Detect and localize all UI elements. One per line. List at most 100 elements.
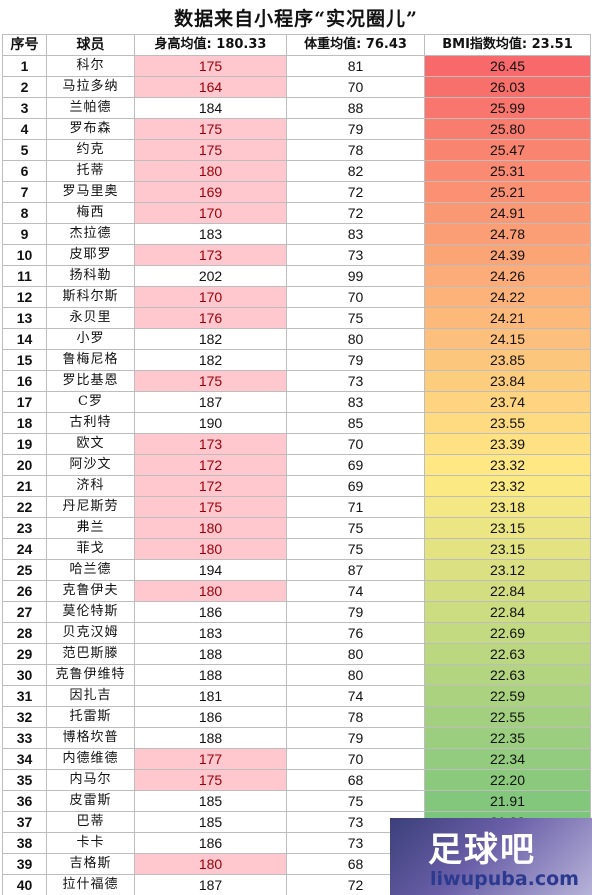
cell-index: 37 xyxy=(2,811,47,833)
cell-height: 188 xyxy=(134,664,287,686)
cell-player-name: 马拉多纳 xyxy=(46,76,135,98)
cell-weight: 75 xyxy=(286,790,425,812)
table-row: 20 阿沙文 172 69 23.32 xyxy=(2,454,591,476)
cell-bmi: 22.63 xyxy=(424,643,591,665)
table-row: 21 济科 172 69 23.32 xyxy=(2,475,591,497)
cell-player-name: 内德维德 xyxy=(46,748,135,770)
cell-player-name: 梅西 xyxy=(46,202,135,224)
header-row: 序号 球员 身高均值: 180.33 体重均值: 76.43 BMI指数均值: … xyxy=(2,34,591,56)
cell-weight: 71 xyxy=(286,496,425,518)
table-row: 22 丹尼斯劳 175 71 23.18 xyxy=(2,496,591,518)
cell-index: 35 xyxy=(2,769,47,791)
table-row: 6 托蒂 180 82 25.31 xyxy=(2,160,591,182)
cell-bmi: 24.91 xyxy=(424,202,591,224)
table-row: 3 兰帕德 184 88 25.99 xyxy=(2,97,591,119)
cell-player-name: 托雷斯 xyxy=(46,706,135,728)
table-row: 15 鲁梅尼格 182 79 23.85 xyxy=(2,349,591,371)
cell-player-name: 吉格斯 xyxy=(46,853,135,875)
table-row: 26 克鲁伊夫 180 74 22.84 xyxy=(2,580,591,602)
cell-height: 169 xyxy=(134,181,287,203)
cell-bmi: 22.69 xyxy=(424,622,591,644)
cell-bmi: 22.84 xyxy=(424,580,591,602)
cell-index: 6 xyxy=(2,160,47,182)
cell-weight: 79 xyxy=(286,349,425,371)
cell-weight: 70 xyxy=(286,748,425,770)
table-row: 24 菲戈 180 75 23.15 xyxy=(2,538,591,560)
cell-index: 27 xyxy=(2,601,47,623)
cell-player-name: 巴蒂 xyxy=(46,811,135,833)
cell-index: 13 xyxy=(2,307,47,329)
cell-player-name: 欧文 xyxy=(46,433,135,455)
cell-player-name: 鲁梅尼格 xyxy=(46,349,135,371)
cell-height: 175 xyxy=(134,55,287,77)
cell-bmi: 22.63 xyxy=(424,664,591,686)
cell-index: 16 xyxy=(2,370,47,392)
cell-height: 175 xyxy=(134,769,287,791)
cell-player-name: 扬科勒 xyxy=(46,265,135,287)
table-row: 8 梅西 170 72 24.91 xyxy=(2,202,591,224)
cell-bmi: 24.39 xyxy=(424,244,591,266)
cell-player-name: 托蒂 xyxy=(46,160,135,182)
cell-index: 9 xyxy=(2,223,47,245)
cell-index: 7 xyxy=(2,181,47,203)
cell-weight: 69 xyxy=(286,475,425,497)
cell-index: 17 xyxy=(2,391,47,413)
table-row: 5 约克 175 78 25.47 xyxy=(2,139,591,161)
cell-bmi: 23.15 xyxy=(424,517,591,539)
cell-height: 183 xyxy=(134,223,287,245)
cell-bmi: 23.12 xyxy=(424,559,591,581)
cell-index: 5 xyxy=(2,139,47,161)
table-row: 12 斯科尔斯 170 70 24.22 xyxy=(2,286,591,308)
cell-bmi: 22.35 xyxy=(424,727,591,749)
cell-height: 176 xyxy=(134,307,287,329)
cell-height: 185 xyxy=(134,790,287,812)
cell-height: 173 xyxy=(134,433,287,455)
cell-index: 1 xyxy=(2,55,47,77)
cell-height: 184 xyxy=(134,97,287,119)
cell-weight: 80 xyxy=(286,328,425,350)
cell-height: 172 xyxy=(134,475,287,497)
table-row: 16 罗比基恩 175 73 23.84 xyxy=(2,370,591,392)
cell-height: 170 xyxy=(134,286,287,308)
cell-index: 4 xyxy=(2,118,47,140)
cell-player-name: 克鲁伊维特 xyxy=(46,664,135,686)
cell-weight: 75 xyxy=(286,307,425,329)
table-row: 2 马拉多纳 164 70 26.03 xyxy=(2,76,591,98)
cell-player-name: 皮耶罗 xyxy=(46,244,135,266)
table-row: 18 古利特 190 85 23.55 xyxy=(2,412,591,434)
cell-bmi: 21.91 xyxy=(424,790,591,812)
cell-index: 10 xyxy=(2,244,47,266)
table-row: 34 内德维德 177 70 22.34 xyxy=(2,748,591,770)
cell-height: 175 xyxy=(134,118,287,140)
cell-weight: 88 xyxy=(286,97,425,119)
cell-height: 202 xyxy=(134,265,287,287)
cell-player-name: 因扎吉 xyxy=(46,685,135,707)
cell-bmi: 25.21 xyxy=(424,181,591,203)
table-row: 28 贝克汉姆 183 76 22.69 xyxy=(2,622,591,644)
cell-index: 23 xyxy=(2,517,47,539)
cell-player-name: 杰拉德 xyxy=(46,223,135,245)
cell-index: 2 xyxy=(2,76,47,98)
cell-player-name: 范巴斯滕 xyxy=(46,643,135,665)
cell-height: 187 xyxy=(134,391,287,413)
cell-bmi: 25.80 xyxy=(424,118,591,140)
cell-weight: 81 xyxy=(286,55,425,77)
table-row: 13 永贝里 176 75 24.21 xyxy=(2,307,591,329)
cell-player-name: 克鲁伊夫 xyxy=(46,580,135,602)
cell-weight: 70 xyxy=(286,76,425,98)
table-row: 36 皮雷斯 185 75 21.91 xyxy=(2,790,591,812)
cell-index: 12 xyxy=(2,286,47,308)
cell-bmi: 23.55 xyxy=(424,412,591,434)
cell-weight: 80 xyxy=(286,664,425,686)
cell-height: 175 xyxy=(134,496,287,518)
watermark-url: liwupuba.com xyxy=(430,868,579,890)
cell-index: 25 xyxy=(2,559,47,581)
cell-weight: 85 xyxy=(286,412,425,434)
cell-player-name: 拉什福德 xyxy=(46,874,135,895)
cell-height: 180 xyxy=(134,853,287,875)
cell-height: 177 xyxy=(134,748,287,770)
cell-player-name: 古利特 xyxy=(46,412,135,434)
cell-bmi: 22.59 xyxy=(424,685,591,707)
cell-height: 180 xyxy=(134,160,287,182)
